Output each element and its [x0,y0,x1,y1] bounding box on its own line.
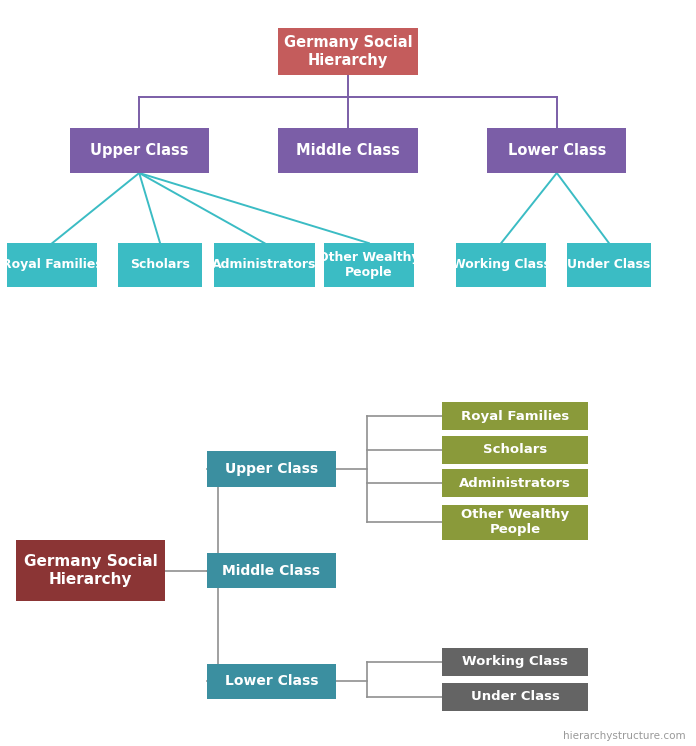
FancyBboxPatch shape [278,28,418,75]
Text: Scholars: Scholars [130,258,190,272]
FancyBboxPatch shape [567,243,651,286]
Text: Germany Social
Hierarchy: Germany Social Hierarchy [284,35,412,68]
FancyBboxPatch shape [442,436,588,464]
FancyBboxPatch shape [442,402,588,430]
FancyBboxPatch shape [442,683,588,711]
Text: Administrators: Administrators [212,258,317,272]
FancyBboxPatch shape [118,243,202,286]
FancyBboxPatch shape [487,128,626,173]
Text: Working Class: Working Class [452,258,551,272]
FancyBboxPatch shape [207,451,335,486]
FancyBboxPatch shape [70,128,209,173]
FancyBboxPatch shape [456,243,546,286]
Text: Under Class: Under Class [567,258,651,272]
Text: Under Class: Under Class [470,690,560,703]
FancyBboxPatch shape [214,243,315,286]
Text: Upper Class: Upper Class [90,142,189,157]
Text: Other Wealthy
People: Other Wealthy People [318,251,420,279]
Text: Working Class: Working Class [462,655,568,668]
Text: Upper Class: Upper Class [225,462,318,476]
Text: Royal Families: Royal Families [2,258,102,272]
FancyBboxPatch shape [278,128,418,173]
Text: Administrators: Administrators [459,477,571,489]
FancyBboxPatch shape [442,469,588,497]
FancyBboxPatch shape [207,554,335,588]
Text: Lower Class: Lower Class [507,142,606,157]
Text: Royal Families: Royal Families [461,410,569,423]
FancyBboxPatch shape [324,243,414,286]
Text: Germany Social
Hierarchy: Germany Social Hierarchy [24,554,157,587]
FancyBboxPatch shape [7,243,97,286]
Text: Lower Class: Lower Class [225,674,318,688]
Text: Middle Class: Middle Class [223,564,320,577]
FancyBboxPatch shape [16,540,165,601]
Text: Other Wealthy
People: Other Wealthy People [461,508,569,536]
FancyBboxPatch shape [442,505,588,540]
FancyBboxPatch shape [442,648,588,676]
Text: Middle Class: Middle Class [296,142,400,157]
FancyBboxPatch shape [207,664,335,699]
Text: hierarchystructure.com: hierarchystructure.com [563,731,686,741]
Text: Scholars: Scholars [483,443,547,457]
